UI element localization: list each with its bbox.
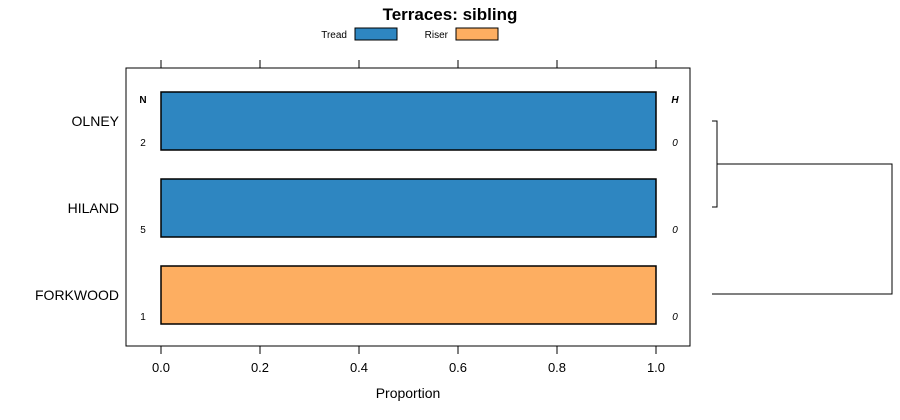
x-tick-label: 0.8	[548, 360, 566, 375]
n-value: 5	[140, 225, 146, 236]
bar-olney-tread	[160, 91, 657, 151]
x-tick-label: 0.2	[251, 360, 269, 375]
n-value: 2	[140, 138, 146, 149]
n-value: 1	[140, 312, 146, 323]
bars	[160, 91, 657, 325]
dendrogram-branch-olney-hiland	[712, 120, 718, 208]
category-labels: OLNEY 2 0 HILAND 5 0 FORKWOOD 1 0	[35, 113, 678, 323]
n-header: N	[139, 95, 146, 106]
h-value: 0	[672, 312, 678, 323]
x-tick-label: 0.0	[152, 360, 170, 375]
h-value: 0	[672, 225, 678, 236]
h-header: H	[671, 95, 679, 106]
dendrogram	[712, 120, 893, 295]
chart-title: Terraces: sibling	[383, 5, 518, 24]
legend-label-tread: Tread	[321, 30, 347, 41]
category-label: HILAND	[68, 200, 119, 216]
bottom-axis: 0.0 0.2 0.4 0.6 0.8 1.0	[152, 346, 665, 375]
legend-swatch-riser	[455, 27, 499, 41]
x-axis-label: Proportion	[376, 385, 441, 401]
bar-forkwood-riser	[160, 265, 657, 325]
legend: Tread Riser	[321, 27, 499, 41]
x-tick-label: 1.0	[647, 360, 665, 375]
bar-hiland-tread	[160, 178, 657, 238]
category-label: OLNEY	[72, 113, 120, 129]
dendrogram-branch-root	[712, 163, 893, 295]
top-axis-ticks	[160, 60, 657, 68]
legend-swatch-tread	[354, 27, 398, 41]
category-label: FORKWOOD	[35, 287, 119, 303]
legend-label-riser: Riser	[425, 30, 449, 41]
plot-frame	[125, 67, 691, 347]
x-tick-label: 0.4	[350, 360, 368, 375]
x-tick-label: 0.6	[449, 360, 467, 375]
h-value: 0	[672, 138, 678, 149]
